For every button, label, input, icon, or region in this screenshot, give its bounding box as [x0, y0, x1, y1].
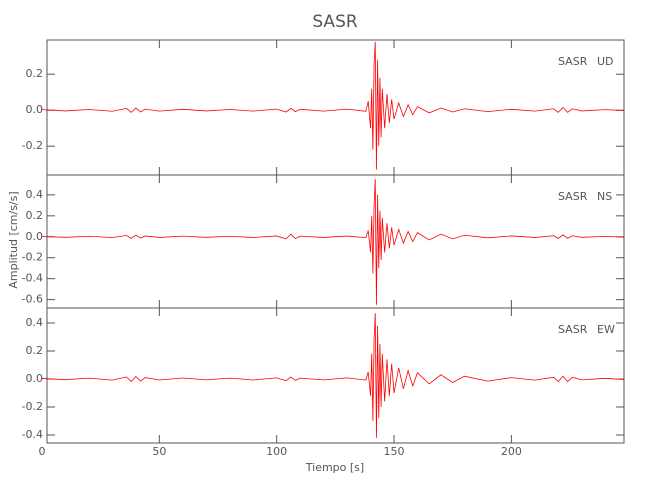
- y-tick-label: -0.4: [22, 272, 43, 285]
- y-tick-label: -0.2: [22, 139, 43, 152]
- x-tick-label: 150: [384, 445, 405, 458]
- chart-title: SASR: [312, 12, 358, 32]
- waveform: [41, 179, 625, 305]
- x-axis-label: Tiempo [s]: [305, 461, 364, 474]
- waveform: [41, 313, 625, 438]
- x-tick-label: 200: [501, 445, 522, 458]
- y-tick-label: 0.2: [26, 67, 44, 80]
- y-tick-label: 0.0: [26, 103, 44, 116]
- y-tick-label: -0.4: [22, 428, 43, 441]
- y-tick-label: 0.2: [26, 209, 44, 222]
- y-tick-label: 0.0: [26, 372, 44, 385]
- station-label: SASR: [558, 55, 588, 68]
- component-label: UD: [597, 55, 614, 68]
- y-tick-label: 0.2: [26, 344, 44, 357]
- y-axis-label: Amplitud [cm/s/s]: [7, 191, 20, 288]
- panel-frame: [46, 39, 625, 176]
- station-label: SASR: [558, 190, 588, 203]
- y-tick-label: -0.6: [22, 293, 43, 306]
- y-tick-label: 0.4: [26, 188, 44, 201]
- component-label: EW: [597, 323, 615, 336]
- y-tick-label: -0.2: [22, 400, 43, 413]
- panel-frame: [46, 307, 625, 444]
- station-label: SASR: [558, 323, 588, 336]
- x-tick-label: 100: [266, 445, 287, 458]
- y-tick-label: 0.0: [26, 230, 44, 243]
- y-tick-label: 0.4: [26, 316, 44, 329]
- y-tick-label: -0.2: [22, 251, 43, 264]
- waveform: [41, 41, 625, 170]
- x-tick-label: 0: [39, 445, 46, 458]
- x-tick-label: 50: [152, 445, 166, 458]
- component-label: NS: [597, 190, 612, 203]
- panel-frame: [46, 174, 625, 309]
